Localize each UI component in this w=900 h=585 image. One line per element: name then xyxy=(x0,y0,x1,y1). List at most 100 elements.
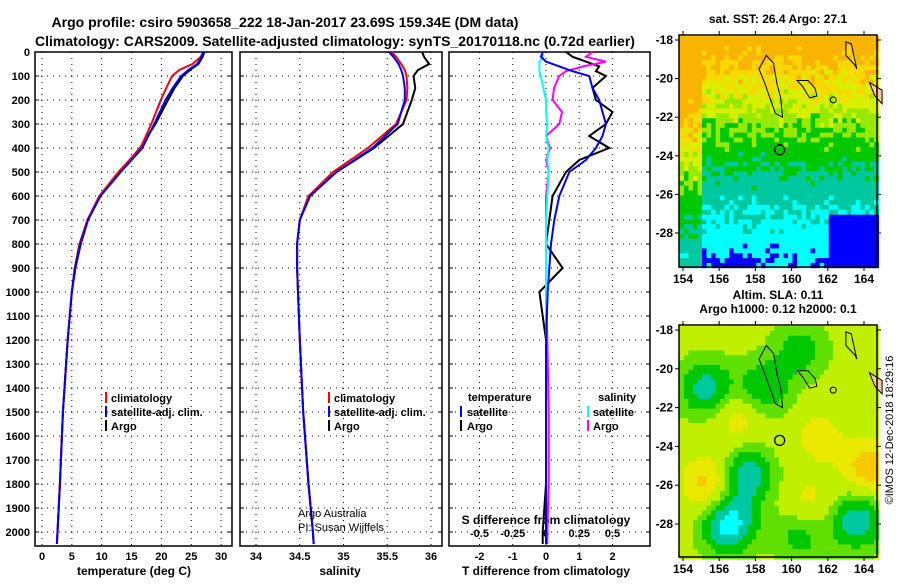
map-cell xyxy=(715,539,721,545)
map-cell xyxy=(837,190,843,196)
map-cell xyxy=(756,258,762,264)
map-cell xyxy=(738,432,744,439)
map-cell xyxy=(851,262,857,269)
map-cell xyxy=(697,36,703,42)
map-cell xyxy=(729,258,735,264)
map-cell xyxy=(783,45,789,52)
map-cell xyxy=(810,137,816,143)
map-cell xyxy=(693,384,698,390)
map-cell xyxy=(747,214,753,220)
map-cell xyxy=(751,369,757,376)
map-cell xyxy=(697,243,703,249)
map-cell xyxy=(860,205,866,211)
map-cell xyxy=(788,457,793,463)
map-cell xyxy=(869,238,875,245)
map-cell xyxy=(702,379,707,385)
map-cell xyxy=(683,214,689,220)
map-cell xyxy=(869,41,875,47)
map-cell xyxy=(833,452,839,458)
map-cell xyxy=(711,161,717,167)
map-cell xyxy=(724,510,730,516)
map-cell xyxy=(738,89,744,95)
map-cell xyxy=(869,234,875,240)
map-cell xyxy=(788,243,793,249)
map-cell xyxy=(697,495,703,502)
map-cell xyxy=(860,413,866,419)
map-cell xyxy=(864,123,870,129)
map-cell xyxy=(769,180,775,187)
map-cell xyxy=(765,219,771,225)
map-cell xyxy=(702,525,707,531)
map-cell xyxy=(720,89,726,95)
map-cell xyxy=(751,127,757,134)
map-cell xyxy=(788,394,793,400)
map-cell xyxy=(855,243,861,249)
map-cell xyxy=(801,549,807,555)
map-cell xyxy=(742,461,748,468)
map-cell xyxy=(765,398,771,405)
map-cell xyxy=(711,79,717,85)
map-cell xyxy=(720,500,726,506)
map-cell xyxy=(751,55,757,61)
map-cell xyxy=(715,466,721,473)
map-cell xyxy=(760,55,766,61)
map-cell xyxy=(828,520,834,526)
map-cell xyxy=(846,432,852,439)
map-cell xyxy=(788,142,793,148)
map-cell xyxy=(683,364,689,371)
map-cell xyxy=(706,340,712,347)
map-cell xyxy=(855,205,861,211)
map-cell xyxy=(788,413,793,419)
map-cell xyxy=(819,234,825,240)
map-cell xyxy=(711,262,717,269)
map-cell xyxy=(855,36,861,42)
map-cell xyxy=(815,432,821,439)
map-cell xyxy=(788,45,793,52)
map-cell xyxy=(756,461,762,468)
map-cell xyxy=(729,219,735,225)
map-cell xyxy=(751,457,757,463)
map-cell xyxy=(869,447,875,453)
map-cell xyxy=(765,481,771,487)
map-cell xyxy=(765,166,771,172)
map-cell xyxy=(724,171,730,177)
map-cell xyxy=(778,355,784,361)
map-cell xyxy=(751,447,757,453)
map-cell xyxy=(864,142,870,148)
map-cell xyxy=(846,350,852,356)
map-cell xyxy=(828,84,834,90)
map-cell xyxy=(842,413,848,419)
map-cell xyxy=(869,418,875,424)
map-cell xyxy=(765,190,771,196)
map-cell xyxy=(819,369,825,376)
map-cell xyxy=(706,253,712,259)
map-cell xyxy=(715,549,721,555)
land-area xyxy=(868,81,883,105)
map-cell xyxy=(801,248,807,254)
map-cell xyxy=(778,238,784,245)
map-cell xyxy=(702,79,707,85)
map-cell xyxy=(688,403,694,410)
map-cell xyxy=(851,529,857,536)
map-cell xyxy=(828,55,834,61)
map-cell xyxy=(806,113,812,119)
map-cell xyxy=(819,258,825,264)
map-cell xyxy=(729,132,735,138)
map-cell xyxy=(769,142,775,148)
map-cell xyxy=(742,495,748,502)
map-cell xyxy=(747,457,753,463)
map-cell xyxy=(778,248,784,254)
map-cell xyxy=(760,457,766,463)
map-cell xyxy=(733,447,739,453)
map-cell xyxy=(711,69,717,76)
map-cell xyxy=(697,364,703,371)
map-cell xyxy=(693,534,698,540)
map-cell xyxy=(846,214,852,220)
map-cell xyxy=(756,185,762,191)
map-cell xyxy=(846,258,852,264)
map-cell xyxy=(828,74,834,80)
map-cell xyxy=(679,50,685,56)
map-cell xyxy=(860,234,866,240)
map-cell xyxy=(797,510,802,516)
map-cell xyxy=(733,394,739,400)
